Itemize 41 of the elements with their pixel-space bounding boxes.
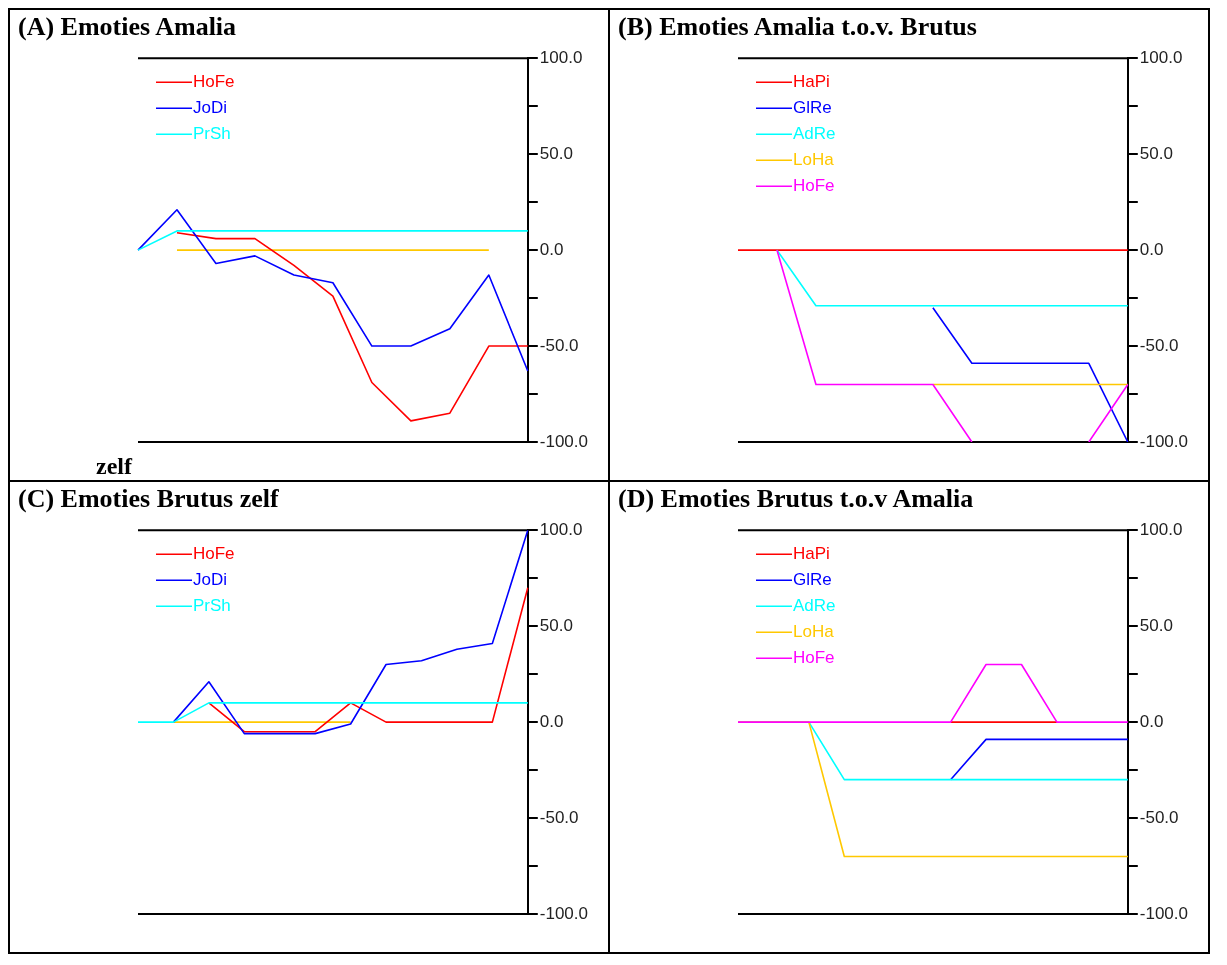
legend-label: PrSh (193, 595, 231, 615)
y-tick-label: -100.0 (1139, 431, 1188, 451)
y-tick-label: -100.0 (539, 431, 588, 451)
chart-title: (B) Emoties Amalia t.o.v. Brutus (617, 11, 978, 43)
y-tick-label: -100.0 (1139, 903, 1188, 923)
legend-label: HoFe (793, 647, 835, 667)
y-tick-label: 100.0 (1139, 47, 1183, 67)
legend-label: AdRe (793, 123, 836, 143)
text: zelf (96, 453, 132, 480)
y-tick-label: 0.0 (1139, 239, 1164, 259)
legend-label: JoDi (193, 97, 228, 117)
legend-label: PrSh (193, 123, 231, 143)
y-tick-label: -50.0 (1139, 807, 1179, 827)
y-tick-label: -50.0 (1139, 335, 1179, 355)
legend-label: GlRe (793, 569, 832, 589)
legend-label: HoFe (193, 543, 235, 563)
y-tick-label: 0.0 (539, 711, 564, 731)
legend-label: HaPi (793, 543, 830, 563)
chart-title: (C) Emoties Brutus zelf (17, 483, 280, 515)
legend-label: AdRe (793, 595, 836, 615)
y-tick-label: 50.0 (539, 615, 573, 635)
legend-label: HoFe (793, 175, 835, 195)
y-tick-label: 50.0 (539, 143, 573, 163)
chart-title: (D) Emoties Brutus t.o.v Amalia (617, 483, 975, 515)
legend-label: HoFe (193, 71, 235, 91)
chart-title: (A) Emoties Amalia (17, 11, 238, 43)
y-tick-label: 50.0 (1139, 615, 1173, 635)
y-tick-label: 0.0 (539, 239, 564, 259)
legend-label: LoHa (793, 621, 835, 641)
y-tick-label: 100.0 (539, 519, 583, 539)
legend-label: GlRe (793, 97, 832, 117)
y-tick-label: 0.0 (1139, 711, 1164, 731)
y-tick-label: 100.0 (1139, 519, 1183, 539)
legend-label: JoDi (193, 569, 228, 589)
y-tick-label: -100.0 (539, 903, 588, 923)
legend-label: LoHa (793, 149, 835, 169)
y-tick-label: -50.0 (539, 807, 579, 827)
y-tick-label: 50.0 (1139, 143, 1173, 163)
legend-label: HaPi (793, 71, 830, 91)
y-tick-label: -50.0 (539, 335, 579, 355)
y-tick-label: 100.0 (539, 47, 583, 67)
